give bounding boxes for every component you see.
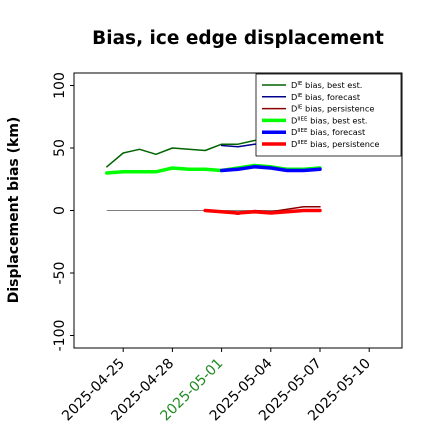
legend-entry: DIIEE bias, forecast <box>291 127 366 137</box>
legend-entry: DIE bias, forecast <box>291 92 361 102</box>
series-line-d-iiee-bias-persistence <box>203 208 322 215</box>
series-line-d-iiee-bias-forecast <box>219 165 322 173</box>
chart-title: Bias, ice edge displacement <box>92 28 384 49</box>
legend-entry: DIIEE bias, best est. <box>291 115 368 125</box>
y-tick-label: -100 <box>52 320 68 352</box>
y-axis-label: Displacement bias (km) <box>6 117 22 304</box>
legend-entry: DIIEE bias, persistence <box>291 139 379 149</box>
legend-entry: DIE bias, persistence <box>291 104 374 114</box>
y-tick-label: -50 <box>52 262 68 285</box>
legend-entry: DIE bias, best est. <box>291 80 362 90</box>
y-tick-label: 100 <box>52 72 68 99</box>
y-tick-label: 0 <box>52 206 68 215</box>
legend: DIE bias, best est. DIE bias, forecast DIE… <box>255 73 402 157</box>
y-tick-label: 50 <box>52 139 68 157</box>
